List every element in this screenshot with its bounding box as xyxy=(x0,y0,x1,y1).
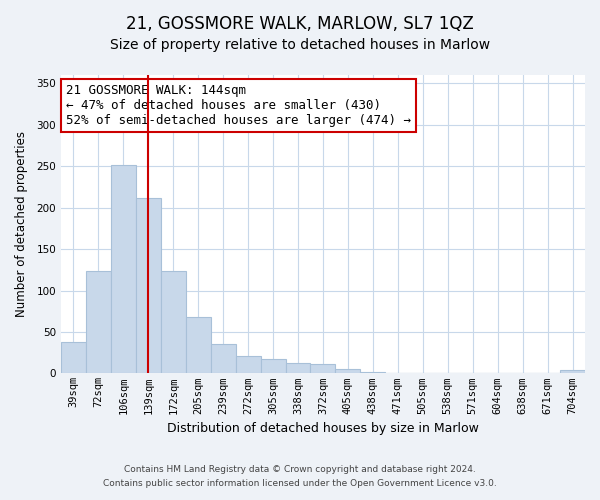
Text: 21 GOSSMORE WALK: 144sqm
← 47% of detached houses are smaller (430)
52% of semi-: 21 GOSSMORE WALK: 144sqm ← 47% of detach… xyxy=(66,84,411,127)
Bar xyxy=(310,364,335,374)
Bar xyxy=(236,356,260,374)
Text: 21, GOSSMORE WALK, MARLOW, SL7 1QZ: 21, GOSSMORE WALK, MARLOW, SL7 1QZ xyxy=(126,15,474,33)
Bar xyxy=(335,369,361,374)
Bar xyxy=(86,270,111,374)
Bar xyxy=(286,362,310,374)
Text: Contains HM Land Registry data © Crown copyright and database right 2024.
Contai: Contains HM Land Registry data © Crown c… xyxy=(103,466,497,487)
Text: Size of property relative to detached houses in Marlow: Size of property relative to detached ho… xyxy=(110,38,490,52)
Bar xyxy=(136,198,161,374)
Bar xyxy=(61,342,86,374)
Bar xyxy=(361,372,385,374)
Bar xyxy=(211,344,236,374)
Bar xyxy=(111,164,136,374)
Bar xyxy=(161,270,186,374)
Bar xyxy=(260,360,286,374)
Bar xyxy=(560,370,585,374)
Y-axis label: Number of detached properties: Number of detached properties xyxy=(15,131,28,317)
X-axis label: Distribution of detached houses by size in Marlow: Distribution of detached houses by size … xyxy=(167,422,479,435)
Bar xyxy=(186,317,211,374)
